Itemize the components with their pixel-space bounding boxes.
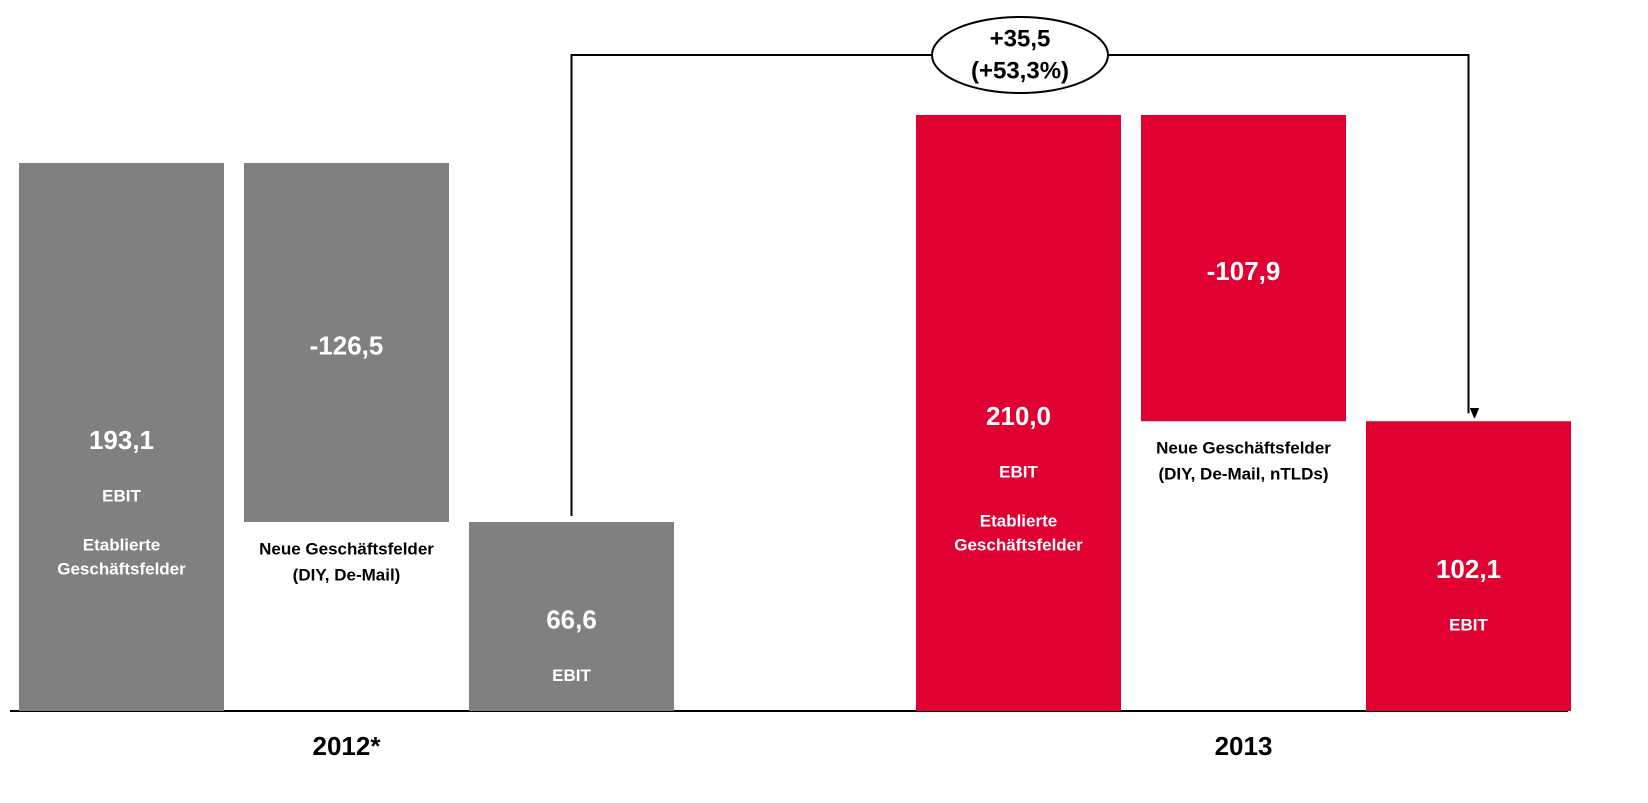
bar-label: (DIY, De-Mail, nTLDs) <box>1158 465 1328 484</box>
change-label: +35,5 <box>990 25 1051 52</box>
bar-label: EBIT <box>999 462 1038 481</box>
bar-label: Etablierte <box>83 535 160 554</box>
bar-label: Neue Geschäftsfelder <box>1156 439 1331 458</box>
change-percent: (+53,3%) <box>971 57 1069 84</box>
bar <box>244 162 449 522</box>
value-label: 210,0 <box>986 401 1051 431</box>
bar <box>469 521 674 711</box>
value-label: -126,5 <box>310 330 384 360</box>
group-label: 2012* <box>313 731 382 761</box>
value-label: -107,9 <box>1207 256 1281 286</box>
value-label: 193,1 <box>89 425 154 455</box>
bar-label: EBIT <box>1449 616 1488 635</box>
bar-label: (DIY, De-Mail) <box>293 565 401 584</box>
bar-label: EBIT <box>552 666 591 685</box>
change-bubble <box>931 16 1109 94</box>
bar <box>1366 421 1571 711</box>
value-label: 66,6 <box>546 604 597 634</box>
bar <box>1141 115 1346 422</box>
bar-label: Etablierte <box>980 511 1057 530</box>
group-label: 2013 <box>1215 731 1273 761</box>
bar-label: EBIT <box>102 486 141 505</box>
value-label: 102,1 <box>1436 554 1501 584</box>
bar-label: Neue Geschäftsfelder <box>259 539 434 558</box>
bar <box>19 162 224 711</box>
bar <box>916 115 1121 711</box>
bar-label: Geschäftsfelder <box>954 535 1083 554</box>
bar-label: Geschäftsfelder <box>57 559 186 578</box>
